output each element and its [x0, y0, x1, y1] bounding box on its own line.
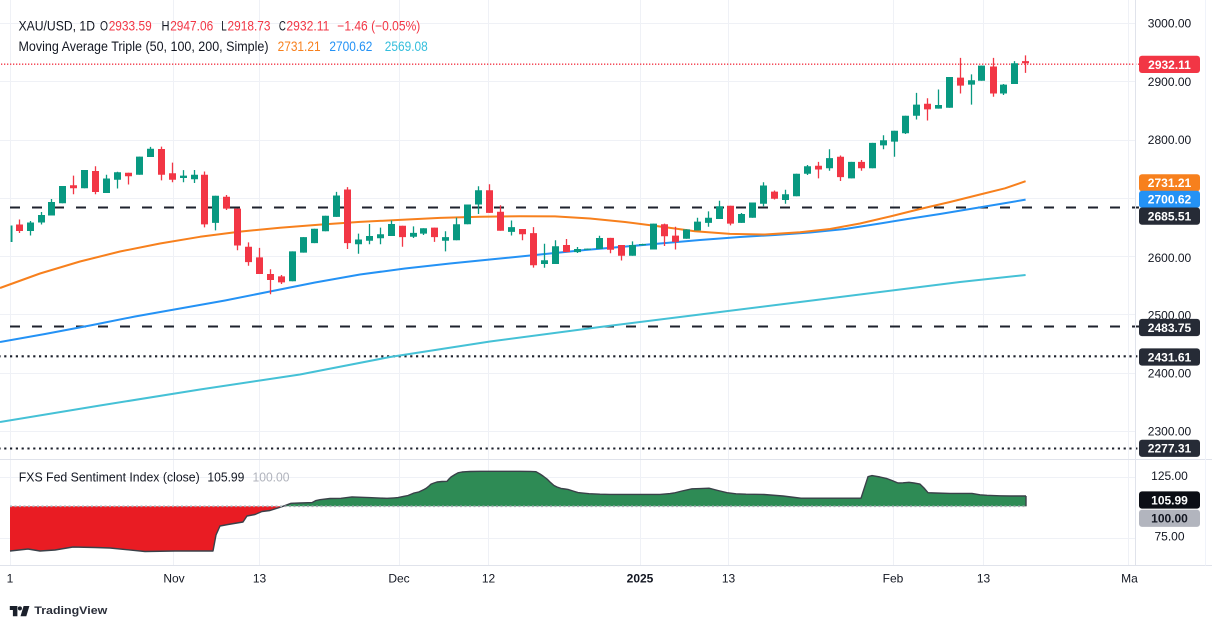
svg-text:2277.31: 2277.31	[1148, 442, 1192, 456]
svg-text:H: H	[162, 18, 170, 33]
svg-text:2731.21: 2731.21	[278, 39, 321, 54]
svg-text:2932.11: 2932.11	[1148, 58, 1191, 72]
svg-text:2900.00: 2900.00	[1148, 75, 1192, 89]
svg-text:12: 12	[482, 572, 496, 586]
svg-text:105.99: 105.99	[207, 469, 244, 484]
svg-text:2025: 2025	[627, 572, 654, 586]
svg-text:FXS Fed Sentiment Index (close: FXS Fed Sentiment Index (close)	[19, 469, 200, 484]
svg-text:2483.75: 2483.75	[1148, 321, 1192, 335]
svg-text:Ma: Ma	[1121, 572, 1138, 586]
svg-text:2569.08: 2569.08	[385, 39, 428, 54]
svg-text:2947.06: 2947.06	[170, 18, 213, 33]
svg-text:2431.61: 2431.61	[1148, 350, 1192, 364]
svg-text:125.00: 125.00	[1151, 469, 1188, 483]
svg-text:L: L	[221, 18, 227, 33]
svg-text:2731.21: 2731.21	[1148, 176, 1192, 190]
svg-text:2800.00: 2800.00	[1148, 133, 1192, 147]
svg-text:2700.62: 2700.62	[1148, 193, 1192, 207]
svg-text:2700.62: 2700.62	[329, 39, 372, 54]
svg-text:75.00: 75.00	[1154, 530, 1184, 544]
svg-text:Feb: Feb	[883, 572, 904, 586]
svg-text:2600.00: 2600.00	[1148, 251, 1192, 265]
svg-text:−1.46 (−0.05%): −1.46 (−0.05%)	[337, 18, 420, 33]
svg-text:3000.00: 3000.00	[1148, 17, 1192, 31]
svg-text:2933.59: 2933.59	[109, 18, 152, 33]
svg-text:2300.00: 2300.00	[1148, 425, 1192, 439]
svg-text:O: O	[100, 18, 108, 33]
svg-text:1: 1	[7, 572, 14, 586]
svg-text:Dec: Dec	[388, 572, 409, 586]
svg-text:100.00: 100.00	[1151, 512, 1188, 526]
svg-text:2932.11: 2932.11	[286, 18, 329, 33]
svg-text:C: C	[279, 18, 286, 33]
svg-text:13: 13	[253, 572, 267, 586]
svg-text:13: 13	[722, 572, 736, 586]
svg-text:2400.00: 2400.00	[1148, 366, 1192, 380]
svg-text:13: 13	[977, 572, 991, 586]
svg-text:100.00: 100.00	[253, 469, 290, 484]
svg-text:XAU/USD, 1D: XAU/USD, 1D	[19, 18, 96, 33]
svg-text:TradingView: TradingView	[34, 605, 108, 617]
svg-text:2685.51: 2685.51	[1148, 210, 1192, 224]
svg-text:Nov: Nov	[163, 572, 184, 586]
svg-text:Moving Average Triple (50, 100: Moving Average Triple (50, 100, 200, Sim…	[19, 39, 269, 54]
svg-text:105.99: 105.99	[1151, 493, 1188, 507]
svg-text:2918.73: 2918.73	[228, 18, 271, 33]
